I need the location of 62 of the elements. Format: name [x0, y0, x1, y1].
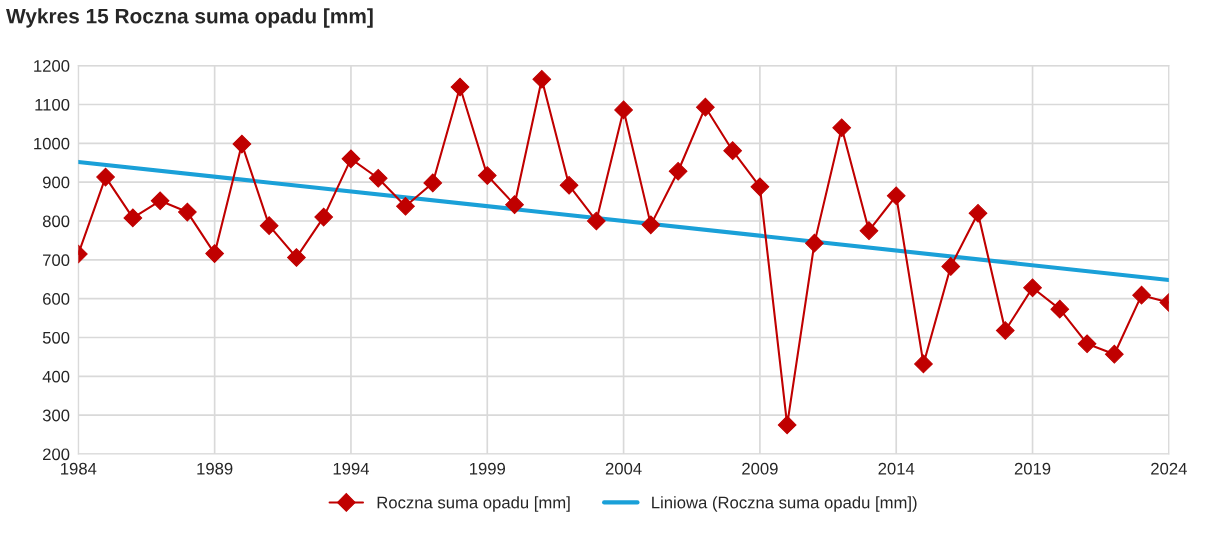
- y-tick-label: 1200: [34, 60, 70, 72]
- point: [505, 195, 524, 215]
- point: [941, 257, 961, 276]
- y-tick-label: 900: [42, 176, 70, 189]
- point: [614, 100, 633, 120]
- point: [178, 202, 197, 222]
- point: [150, 191, 170, 211]
- x-tick-label: 1984: [61, 462, 97, 475]
- x-tick-label: 1989: [197, 462, 233, 475]
- x-tick-label: 1994: [333, 462, 370, 475]
- x-tick-label: 2014: [878, 462, 915, 475]
- point: [859, 221, 879, 241]
- y-tick-label: 1100: [35, 98, 70, 111]
- point: [641, 215, 661, 235]
- point: [396, 196, 415, 216]
- point: [123, 208, 143, 228]
- point: [532, 69, 552, 89]
- point: [259, 216, 279, 236]
- point: [368, 168, 388, 188]
- point: [777, 415, 797, 435]
- y-tick-label: 400: [42, 370, 70, 383]
- legend-label: Liniowa (Roczna suma opadu [mm]): [652, 496, 917, 512]
- point: [423, 173, 443, 193]
- point: [1023, 278, 1042, 298]
- point: [287, 248, 306, 267]
- point: [914, 354, 933, 374]
- point: [968, 203, 988, 223]
- point: [696, 97, 715, 117]
- point: [832, 118, 852, 138]
- point: [805, 233, 824, 253]
- point: [1077, 334, 1097, 354]
- point: [450, 77, 470, 97]
- point: [1104, 344, 1124, 364]
- y-tick-label: 300: [42, 409, 70, 422]
- x-tick-label: 2009: [742, 462, 778, 475]
- y-tick-label: 600: [43, 293, 70, 305]
- point: [668, 161, 688, 181]
- point: [886, 186, 906, 206]
- y-tick-label: 200: [43, 448, 70, 461]
- point: [559, 175, 579, 195]
- chart-title: Wykres 15 Roczna suma opadu [mm]: [6, 8, 373, 28]
- legend-label: Roczna suma opadu [mm]: [377, 496, 570, 512]
- point: [232, 134, 252, 154]
- point: [477, 166, 497, 185]
- y-tick-label: 700: [43, 254, 70, 267]
- y-tick-label: 800: [42, 215, 70, 228]
- point: [205, 244, 224, 263]
- point: [586, 211, 606, 231]
- point: [723, 141, 742, 161]
- x-tick-label: 2024: [1151, 462, 1187, 475]
- point: [314, 207, 334, 227]
- x-tick-label: 1999: [470, 462, 506, 475]
- y-tick-label: 1000: [34, 137, 70, 150]
- y-tick-label: 500: [42, 331, 70, 344]
- point: [1050, 299, 1070, 319]
- point: [750, 177, 770, 197]
- point: [341, 149, 361, 169]
- point: [96, 167, 115, 187]
- x-tick-label: 2004: [605, 462, 642, 475]
- point: [995, 321, 1015, 340]
- point: [1132, 285, 1151, 305]
- x-tick-label: 2019: [1014, 462, 1051, 475]
